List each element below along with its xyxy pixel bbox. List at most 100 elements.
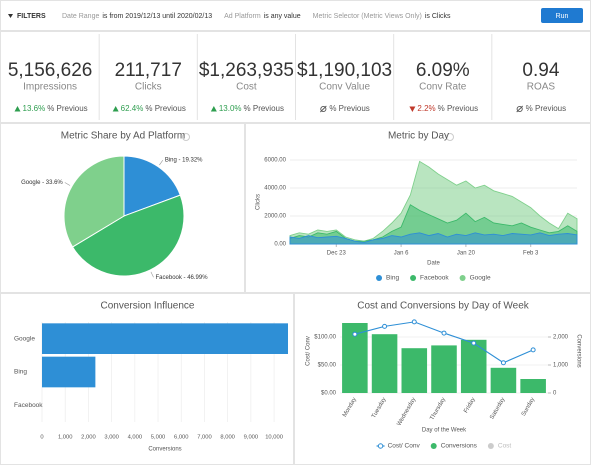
- x-tick-label: Jan 6: [394, 251, 409, 257]
- legend-label: Cost: [498, 443, 512, 450]
- x-tick-label: 6,000: [174, 435, 189, 441]
- y-tick-label: Facebook: [14, 402, 43, 409]
- kpi-change-value: 13.6%: [23, 104, 46, 113]
- leader-line: [150, 271, 154, 278]
- legend-label: Conversions: [441, 443, 478, 450]
- filter-condition: is any value: [264, 13, 301, 20]
- kpi-change: 2.2%% Previous: [417, 104, 478, 113]
- help-icon[interactable]: [182, 133, 190, 141]
- bar: [42, 323, 288, 354]
- line-point: [411, 319, 417, 325]
- slice-label: Google - 33.6%: [21, 180, 63, 186]
- bar: [401, 348, 428, 393]
- y-tick-label: 0.00: [274, 242, 286, 248]
- filter-field: Metric Selector (Metric Views Only): [313, 13, 422, 20]
- line-point: [500, 360, 506, 366]
- trend-up-icon: [14, 106, 21, 112]
- x-tick-label: 7,000: [197, 435, 212, 441]
- filter-toggle[interactable]: FILTERS: [17, 13, 46, 20]
- legend-label: Facebook: [420, 275, 449, 282]
- kpi-change-suffix: % Previous: [145, 104, 185, 113]
- x-tick-label: Feb 3: [523, 251, 539, 257]
- bar: [460, 339, 487, 393]
- bar: [431, 345, 457, 393]
- kpi-change-suffix: % Previous: [438, 104, 478, 113]
- trend-none-icon: [516, 105, 524, 113]
- run-button[interactable]: [541, 8, 583, 23]
- area: [289, 204, 578, 245]
- x-tick-label: 1,000: [58, 435, 73, 441]
- x-tick-label: 9,000: [244, 435, 259, 441]
- kpi-change-value: 2.2%: [417, 104, 435, 113]
- x-tick-label: 4,000: [128, 435, 143, 441]
- filter-field: Date Range: [62, 13, 99, 20]
- legend-marker: [377, 443, 384, 449]
- kpi-label: Conv Rate: [419, 82, 467, 93]
- line-point: [441, 330, 447, 336]
- slice-label: Facebook - 46.99%: [156, 275, 209, 281]
- legend-marker: [430, 443, 437, 449]
- trend-none-icon: [516, 105, 523, 113]
- x-axis-title: Conversions: [148, 447, 181, 453]
- line-point: [530, 347, 536, 353]
- y2-tick-label: 2,000: [553, 335, 569, 341]
- bar: [42, 356, 96, 388]
- x-tick-label: 0: [40, 435, 43, 441]
- legend-marker: [410, 275, 417, 281]
- legend-marker: [459, 275, 466, 281]
- trend-down-icon: [409, 106, 416, 112]
- trend-none-icon: [320, 105, 327, 113]
- kpi-label: Cost: [236, 82, 257, 93]
- legend-label: Bing: [386, 275, 399, 282]
- kpi-change-suffix: % Previous: [244, 104, 284, 113]
- y-tick-label: $100.00: [314, 335, 336, 341]
- y-tick-label: Bing: [14, 369, 27, 376]
- x-tick-label: 2,000: [81, 435, 96, 441]
- filter-toggle-icon[interactable]: [8, 14, 13, 18]
- kpi-change: % Previous: [329, 104, 369, 113]
- kpi-label: Clicks: [135, 82, 162, 93]
- y-tick-label: 4000.00: [264, 186, 286, 192]
- chart-title: Metric by Day: [388, 131, 449, 142]
- kpi-label: ROAS: [527, 82, 556, 93]
- x-tick-label: 8,000: [220, 435, 235, 441]
- chart-title: Cost and Conversions by Day of Week: [357, 301, 530, 312]
- x-tick-label: Jan 20: [457, 251, 476, 257]
- leader-line: [64, 182, 71, 186]
- kpi-change-suffix: % Previous: [47, 104, 87, 113]
- trend-none-icon: [320, 105, 327, 113]
- x-axis-title: Date: [427, 261, 440, 267]
- kpi-change: 13.0%% Previous: [219, 104, 284, 113]
- line-point: [352, 331, 358, 337]
- line-point: [382, 323, 388, 329]
- x-tick-label: 3,000: [104, 435, 119, 441]
- filter-condition: is from 2019/12/13 until 2020/02/13: [102, 13, 212, 20]
- y-tick-label: $50.00: [318, 363, 337, 369]
- kpi-value: 211,717: [115, 60, 182, 81]
- line-point: [471, 340, 477, 346]
- legend-label: Google: [470, 275, 491, 282]
- y-tick-label: Google: [14, 335, 35, 342]
- area: [289, 232, 578, 245]
- run-button-label[interactable]: Run: [556, 13, 569, 20]
- kpi-label: Impressions: [23, 82, 77, 93]
- filter-bar: [0, 0, 591, 31]
- help-icon[interactable]: [446, 133, 454, 141]
- kpi-value: $1,263,935: [199, 60, 294, 81]
- pie-slice: [71, 194, 185, 277]
- y-tick-label: 2000.00: [264, 214, 286, 220]
- leader-line: [159, 159, 164, 166]
- bar: [520, 379, 546, 393]
- kpi-change-value: 13.0%: [219, 104, 242, 113]
- filter-field: Ad Platform: [224, 13, 261, 20]
- y-tick-label: 6000.00: [264, 158, 286, 164]
- filter-condition: is Clicks: [425, 13, 451, 20]
- x-tick-label: 10,000: [265, 435, 283, 441]
- kpi-label: Conv Value: [319, 82, 370, 93]
- kpi-value: 6.09%: [416, 60, 470, 81]
- kpi-change: % Previous: [526, 104, 566, 113]
- pie-slice: [63, 155, 125, 248]
- trend-up-icon: [112, 106, 119, 112]
- legend-marker: [487, 443, 494, 449]
